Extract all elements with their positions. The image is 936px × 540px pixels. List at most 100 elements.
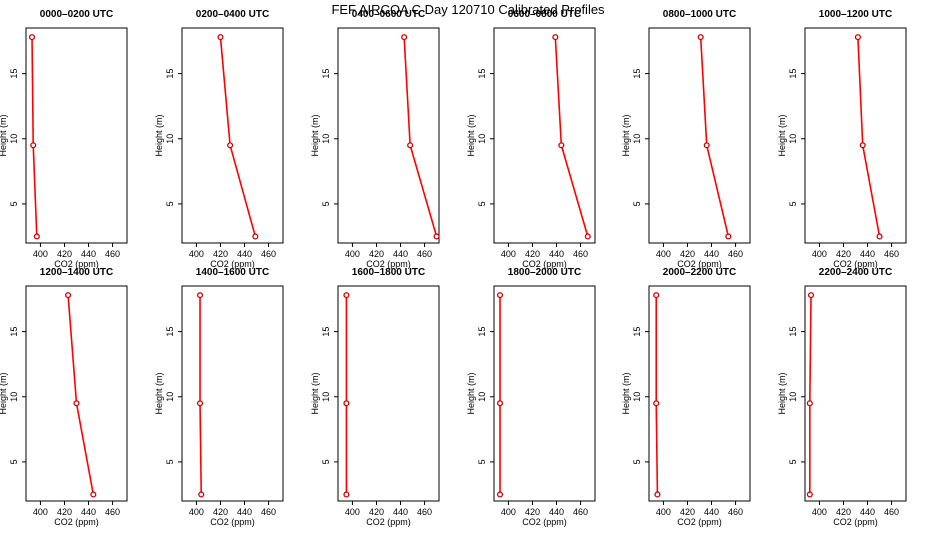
data-point — [807, 292, 815, 299]
y-tick-label: 15 — [477, 69, 487, 79]
panel-title: 2000–2200 UTC — [663, 267, 736, 278]
x-tick-label: 420 — [836, 249, 851, 259]
panel: 1400–1600 UTC 400 420 440 460 CO2 (ppm) 5 10 15 H… — [154, 267, 284, 527]
x-tick-label: 400 — [345, 249, 360, 259]
y-tick-label: 5 — [477, 459, 487, 464]
data-point — [552, 34, 559, 41]
y-tick-label: 5 — [9, 459, 19, 464]
plot-frame — [493, 285, 596, 502]
data-point — [725, 233, 732, 240]
data-point — [653, 292, 660, 299]
x-tick-label: 440 — [237, 249, 252, 259]
x-tick-label: 400 — [345, 507, 360, 517]
y-tick-label: 5 — [477, 201, 487, 206]
panel: 0200–0400 UTC 400 420 440 460 CO2 (ppm) 5 10 15 H… — [154, 9, 284, 269]
y-tick-label: 10 — [788, 392, 798, 402]
profile-line — [219, 37, 257, 237]
data-point — [196, 400, 204, 407]
y-axis-label: Height (m) — [310, 114, 320, 156]
data-point — [401, 34, 408, 41]
plot-frame — [337, 27, 440, 244]
x-tick-label: 420 — [369, 507, 384, 517]
x-axis-label: CO2 (ppm) — [210, 517, 255, 527]
x-tick-label: 460 — [105, 249, 120, 259]
y-tick-label: 10 — [165, 392, 175, 402]
y-tick-label: 15 — [321, 69, 331, 79]
profile-line — [857, 37, 881, 237]
plot-frame — [648, 285, 751, 502]
y-tick-label: 5 — [165, 459, 175, 464]
y-axis-label: Height (m) — [777, 372, 787, 414]
plot-frame — [804, 27, 907, 244]
profile-line — [699, 37, 730, 237]
x-tick-label: 460 — [261, 507, 276, 517]
x-axis-label: CO2 (ppm) — [677, 259, 722, 269]
y-tick-label: 15 — [788, 69, 798, 79]
x-tick-label: 420 — [836, 507, 851, 517]
data-point — [433, 233, 440, 240]
plot-frame — [337, 285, 440, 502]
x-axis-label: CO2 (ppm) — [522, 259, 567, 269]
x-tick-label: 460 — [417, 507, 432, 517]
y-tick-label: 10 — [632, 392, 642, 402]
panel: 0800–1000 UTC 400 420 440 460 CO2 (ppm) 5 10 15 H… — [621, 9, 751, 269]
x-tick-label: 420 — [680, 249, 695, 259]
plot-frame — [181, 27, 284, 244]
x-tick-label: 400 — [812, 507, 827, 517]
data-point — [703, 142, 710, 149]
data-point — [65, 292, 72, 299]
data-point — [30, 142, 37, 149]
data-point — [653, 400, 660, 407]
panel-title: 2200–2400 UTC — [819, 267, 892, 278]
panels: 0000–0200 UTC 400 420 440 460 CO2 (ppm) 5 10 15 H… — [0, 9, 907, 527]
y-tick-label: 10 — [165, 134, 175, 144]
x-axis-label: CO2 (ppm) — [833, 517, 878, 527]
data-point — [196, 292, 204, 299]
x-tick-label: 420 — [57, 507, 72, 517]
y-tick-label: 15 — [9, 69, 19, 79]
x-tick-label: 440 — [549, 249, 564, 259]
y-axis-label: Height (m) — [777, 114, 787, 156]
panel: 1600–1800 UTC 400 420 440 460 CO2 (ppm) 5 10 15 H… — [310, 267, 440, 527]
profile-line — [31, 37, 38, 237]
data-point — [343, 400, 350, 407]
data-point — [558, 142, 565, 149]
panel-title: 0600–0800 UTC — [508, 9, 581, 20]
y-tick-label: 15 — [165, 327, 175, 337]
x-tick-label: 460 — [105, 507, 120, 517]
x-tick-label: 440 — [81, 249, 96, 259]
profile-line — [655, 295, 659, 495]
y-tick-label: 15 — [632, 69, 642, 79]
y-tick-label: 10 — [321, 134, 331, 144]
x-tick-label: 460 — [573, 249, 588, 259]
data-point — [252, 233, 259, 240]
data-point — [33, 233, 40, 240]
panel-title: 1200–1400 UTC — [40, 267, 113, 278]
x-tick-label: 420 — [525, 249, 540, 259]
y-axis-label: Height (m) — [621, 372, 631, 414]
data-point — [876, 233, 883, 240]
y-tick-label: 5 — [788, 201, 798, 206]
x-tick-label: 460 — [884, 249, 899, 259]
x-tick-label: 420 — [525, 507, 540, 517]
data-point — [697, 34, 704, 41]
y-tick-label: 5 — [165, 201, 175, 206]
x-tick-label: 460 — [573, 507, 588, 517]
y-axis-label: Height (m) — [0, 114, 8, 156]
panel: 1200–1400 UTC 400 420 440 460 CO2 (ppm) 5 10 15 H… — [0, 267, 128, 527]
data-point — [227, 142, 234, 149]
data-point — [407, 142, 414, 149]
y-tick-label: 10 — [321, 392, 331, 402]
x-tick-label: 400 — [656, 507, 671, 517]
y-tick-label: 10 — [477, 392, 487, 402]
y-tick-label: 10 — [477, 134, 487, 144]
x-tick-label: 400 — [33, 507, 48, 517]
profile-line — [199, 295, 203, 495]
y-tick-label: 15 — [165, 69, 175, 79]
y-axis-label: Height (m) — [154, 372, 164, 414]
x-tick-label: 420 — [369, 249, 384, 259]
x-tick-label: 400 — [33, 249, 48, 259]
profile-line — [554, 37, 589, 237]
y-tick-label: 15 — [9, 327, 19, 337]
